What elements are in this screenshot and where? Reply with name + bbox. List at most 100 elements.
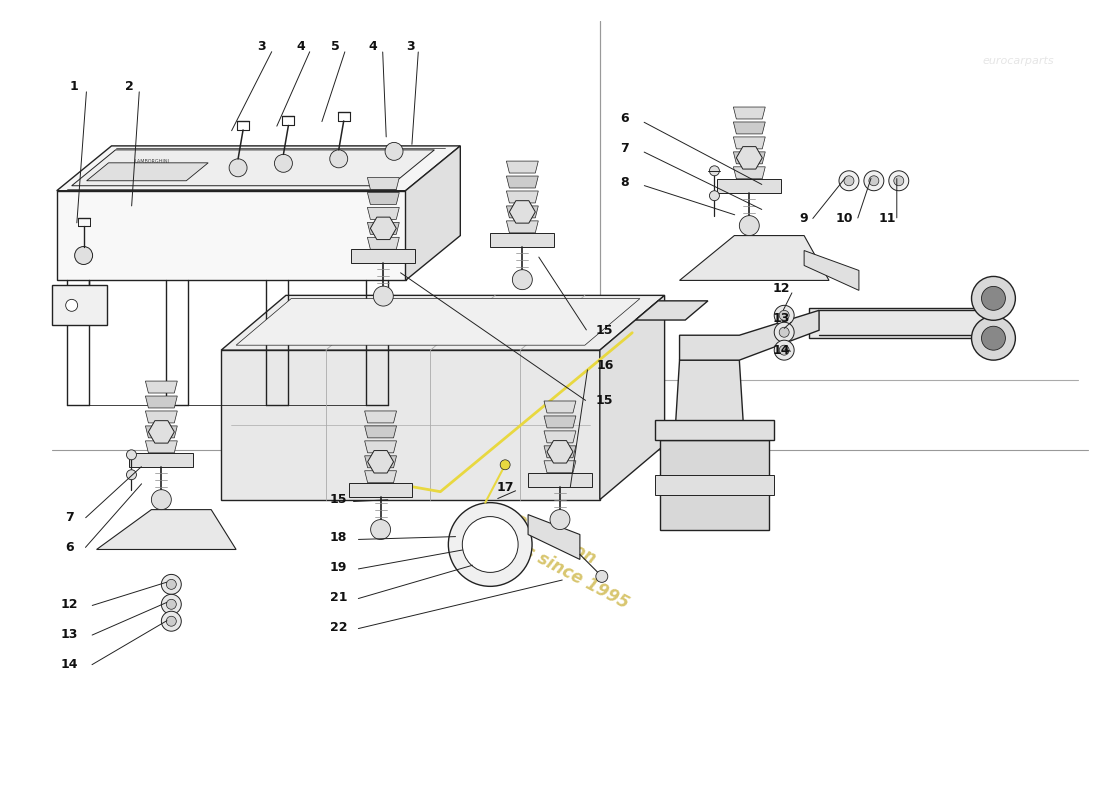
Polygon shape <box>544 401 576 413</box>
Text: 15: 15 <box>596 324 614 337</box>
Polygon shape <box>364 411 396 423</box>
Circle shape <box>710 166 719 176</box>
Polygon shape <box>57 190 406 281</box>
Polygon shape <box>528 514 580 559</box>
Text: 8: 8 <box>620 176 629 190</box>
Polygon shape <box>406 146 460 281</box>
Circle shape <box>779 345 789 355</box>
Polygon shape <box>364 441 396 453</box>
Polygon shape <box>364 426 396 438</box>
Polygon shape <box>130 453 194 466</box>
Polygon shape <box>544 431 576 443</box>
Polygon shape <box>87 163 208 181</box>
Polygon shape <box>57 146 460 190</box>
Polygon shape <box>97 510 236 550</box>
Text: 12: 12 <box>60 598 78 610</box>
Polygon shape <box>509 201 536 223</box>
Polygon shape <box>221 295 664 350</box>
Polygon shape <box>654 420 774 440</box>
Circle shape <box>981 326 1005 350</box>
Text: 14: 14 <box>772 344 790 357</box>
Text: 2: 2 <box>125 79 134 93</box>
Circle shape <box>166 599 176 610</box>
Circle shape <box>779 327 789 338</box>
Circle shape <box>779 310 789 320</box>
Polygon shape <box>734 137 766 149</box>
Polygon shape <box>636 301 708 320</box>
Polygon shape <box>506 191 538 203</box>
Circle shape <box>513 270 532 290</box>
Circle shape <box>774 306 794 326</box>
Text: 15: 15 <box>596 394 614 406</box>
Circle shape <box>166 616 176 626</box>
Polygon shape <box>506 176 538 188</box>
Polygon shape <box>734 122 766 134</box>
Polygon shape <box>736 146 762 169</box>
Circle shape <box>971 277 1015 320</box>
Text: 9: 9 <box>800 212 808 225</box>
Text: 12: 12 <box>772 282 790 295</box>
Text: 1: 1 <box>69 79 78 93</box>
Polygon shape <box>145 426 177 438</box>
Circle shape <box>864 170 883 190</box>
Text: 13: 13 <box>60 628 78 641</box>
Text: LAMBORGHINI: LAMBORGHINI <box>135 159 169 164</box>
Polygon shape <box>506 221 538 233</box>
Polygon shape <box>367 193 399 205</box>
Text: 7: 7 <box>620 142 629 155</box>
Polygon shape <box>544 446 576 458</box>
Text: 4: 4 <box>368 40 377 53</box>
Polygon shape <box>72 150 434 186</box>
Polygon shape <box>491 233 554 246</box>
Polygon shape <box>680 310 820 360</box>
Polygon shape <box>660 440 769 530</box>
Text: eurocarparts: eurocarparts <box>982 56 1054 66</box>
Text: 15: 15 <box>330 493 348 506</box>
Polygon shape <box>145 411 177 423</box>
Polygon shape <box>680 235 829 281</box>
Polygon shape <box>351 250 415 263</box>
Polygon shape <box>600 295 664 500</box>
Circle shape <box>373 286 394 306</box>
Polygon shape <box>544 461 576 473</box>
Circle shape <box>126 470 136 480</box>
Circle shape <box>971 316 1015 360</box>
Circle shape <box>229 159 248 177</box>
Text: 14: 14 <box>60 658 78 670</box>
Polygon shape <box>528 473 592 486</box>
Circle shape <box>330 150 348 168</box>
Polygon shape <box>804 250 859 290</box>
Text: 21: 21 <box>330 591 348 604</box>
Circle shape <box>839 170 859 190</box>
Text: 3: 3 <box>256 40 265 53</box>
Circle shape <box>126 450 136 460</box>
Circle shape <box>275 154 293 172</box>
Text: 16: 16 <box>596 358 614 372</box>
Text: 17: 17 <box>496 481 514 494</box>
Text: 19: 19 <box>330 561 348 574</box>
Text: 22: 22 <box>330 621 348 634</box>
Circle shape <box>152 490 172 510</box>
Circle shape <box>162 594 182 614</box>
Polygon shape <box>367 222 399 234</box>
Circle shape <box>75 246 92 265</box>
Polygon shape <box>221 350 600 500</box>
Polygon shape <box>734 167 766 178</box>
Text: a passion
for parts since 1995: a passion for parts since 1995 <box>456 487 644 612</box>
Polygon shape <box>367 207 399 219</box>
Polygon shape <box>734 107 766 119</box>
Circle shape <box>774 322 794 342</box>
Circle shape <box>739 216 759 235</box>
Circle shape <box>981 286 1005 310</box>
Circle shape <box>596 570 608 582</box>
Text: 5: 5 <box>331 40 340 53</box>
Circle shape <box>844 176 854 186</box>
Circle shape <box>166 579 176 590</box>
Polygon shape <box>145 396 177 408</box>
Polygon shape <box>734 152 766 164</box>
Polygon shape <box>367 178 399 190</box>
Text: 6: 6 <box>65 541 74 554</box>
Polygon shape <box>506 161 538 173</box>
Circle shape <box>500 460 510 470</box>
Polygon shape <box>547 441 573 463</box>
